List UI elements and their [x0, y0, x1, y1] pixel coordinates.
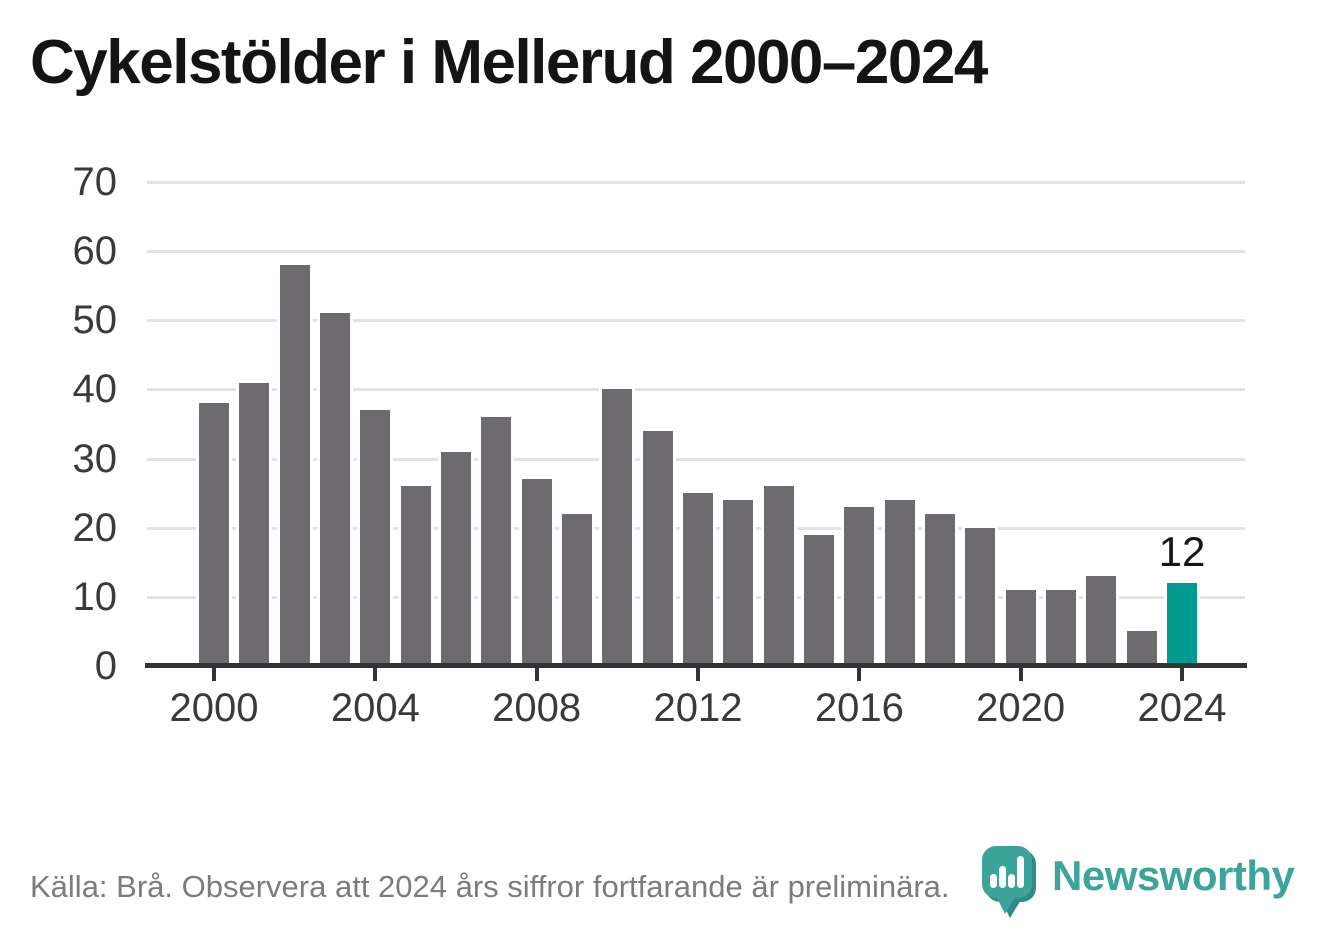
gridline-y-30	[147, 457, 1245, 461]
bar-2023	[1123, 628, 1160, 670]
gridline-y-70	[147, 181, 1245, 184]
x-axis-tick-label-2004: 2004	[330, 686, 420, 730]
bar-2024-highlighted	[1164, 580, 1200, 670]
gridline-y-60	[147, 250, 1245, 254]
bar-2006	[438, 448, 474, 670]
newsworthy-logo-text: Newsworthy	[1052, 852, 1295, 899]
bar-2018	[922, 510, 958, 670]
bar-2007	[478, 414, 515, 670]
bar-2005	[397, 483, 434, 670]
x-axis-tick-2016	[857, 668, 862, 681]
y-axis-tick-label: 40	[72, 367, 118, 412]
bar-2020	[1002, 586, 1039, 670]
chart-title: Cykelstölder i Mellerud 2000–2024	[30, 28, 988, 97]
bar-2015	[801, 531, 837, 670]
x-axis-tick-2012	[696, 668, 700, 681]
y-axis-tick-label: 70	[72, 160, 118, 204]
bar-2021	[1043, 586, 1079, 670]
gridline-y-40	[147, 388, 1245, 392]
bar-2011	[639, 427, 676, 670]
bar-2000	[196, 400, 232, 670]
y-axis-tick-label: 0	[94, 644, 117, 688]
y-axis-tick-label: 60	[72, 229, 118, 274]
y-axis-tick-label: 50	[72, 298, 118, 343]
x-axis-tick-label-2020: 2020	[976, 686, 1066, 730]
bar-2016	[841, 503, 878, 670]
y-axis-tick-label: 10	[72, 574, 118, 619]
x-axis-tick-label-2024: 2024	[1137, 686, 1227, 730]
x-axis-tick-2000	[212, 668, 216, 681]
x-axis-tick-label-2016: 2016	[814, 686, 904, 730]
gridline-y-50	[147, 319, 1245, 323]
x-axis-tick-2020	[1018, 668, 1023, 681]
source-note: Källa: Brå. Observera att 2024 års siffr…	[30, 869, 950, 904]
newsworthy-pin-bar-chart-icon	[982, 846, 1036, 918]
x-axis-tick-label-2000: 2000	[169, 686, 259, 730]
bar-2004	[357, 407, 394, 670]
bar-2010	[599, 386, 636, 670]
bar-2019	[962, 524, 999, 670]
y-axis-tick-label: 20	[72, 505, 118, 550]
y-axis-tick-label: 30	[72, 436, 118, 481]
bar-2009	[559, 510, 595, 670]
x-axis-tick-label-2012: 2012	[653, 686, 743, 730]
bar-2013	[720, 497, 757, 670]
bar-2012	[680, 490, 716, 670]
bar-2022	[1083, 573, 1120, 670]
x-axis-tick-2004	[373, 668, 378, 681]
bar-2003	[317, 310, 353, 670]
x-axis-line	[145, 663, 1247, 668]
bar-value-label-2024: 12	[1158, 528, 1206, 576]
bar-2017	[881, 497, 918, 670]
newsworthy-logo: Newsworthy	[982, 846, 1295, 924]
bar-2014	[760, 483, 797, 670]
x-axis-tick-label-2008: 2008	[492, 686, 582, 730]
x-axis-tick-2008	[534, 668, 539, 681]
bar-2008	[518, 476, 555, 670]
x-axis-tick-2024	[1180, 668, 1184, 681]
bar-2002	[276, 261, 313, 670]
bar-2001	[236, 379, 273, 670]
